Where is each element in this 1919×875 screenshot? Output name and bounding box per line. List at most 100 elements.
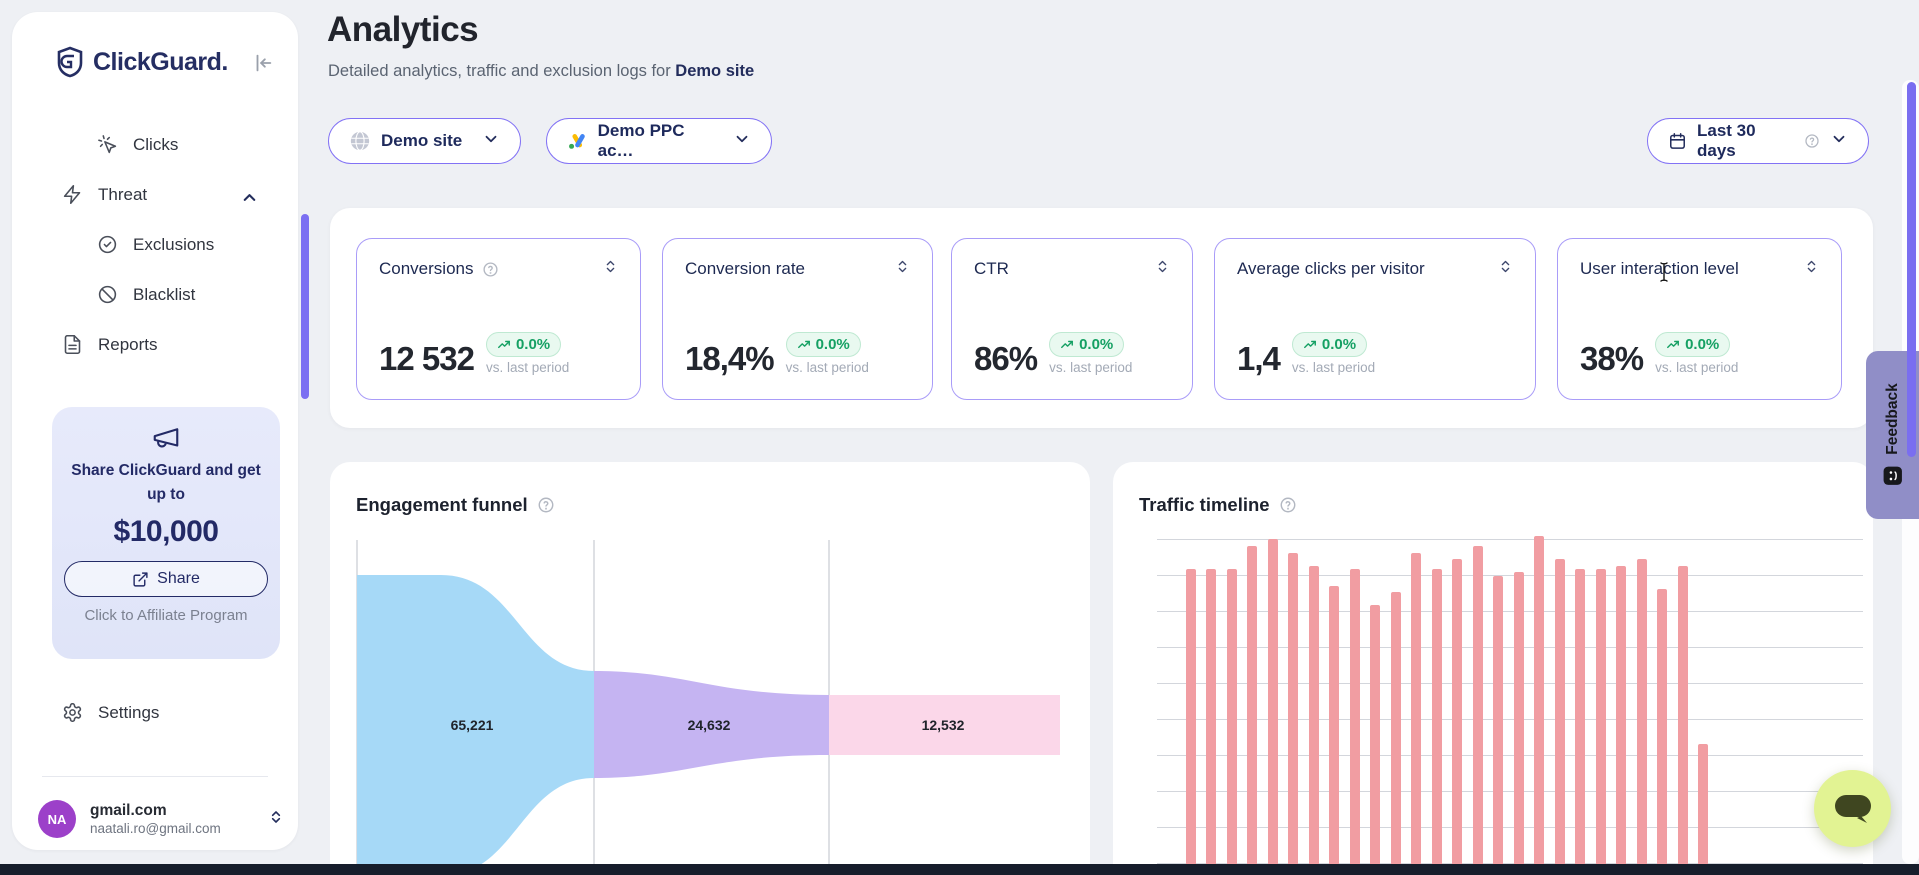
- account-switcher[interactable]: NA gmail.com naatali.ro@gmail.com: [38, 800, 284, 838]
- account-name: gmail.com: [90, 802, 167, 819]
- traffic-bar: [1247, 546, 1257, 875]
- kpi-delta: 0.0%: [1079, 336, 1114, 353]
- gridline: [1157, 683, 1863, 684]
- kpi-delta-badge: 0.0%: [785, 332, 861, 357]
- sidebar-scrollbar[interactable]: [301, 214, 309, 399]
- gridline: [1157, 647, 1863, 648]
- traffic-bar: [1370, 605, 1380, 875]
- traffic-bar: [1472, 546, 1483, 875]
- sidebar-item-blacklist[interactable]: Blacklist: [97, 284, 195, 305]
- sort-icon[interactable]: [895, 259, 910, 279]
- traffic-bar-chart: [1157, 530, 1863, 875]
- kpi-card-conversions: Conversions 12 532 0.0% vs. last period: [356, 238, 641, 400]
- sidebar-item-threat[interactable]: Threat: [62, 184, 147, 205]
- kpi-caption: vs. last period: [1291, 360, 1376, 375]
- globe-icon: [350, 131, 370, 151]
- document-icon: [64, 334, 81, 355]
- sort-icon[interactable]: [1804, 259, 1819, 279]
- sidebar-item-reports[interactable]: Reports: [62, 334, 158, 355]
- traffic-bar: [1636, 559, 1647, 875]
- gridline: [1157, 755, 1863, 756]
- shield-logo-icon: [57, 46, 83, 78]
- gridline: [1157, 611, 1863, 612]
- chevron-up-icon[interactable]: [240, 188, 259, 212]
- date-range-selector[interactable]: Last 30 days: [1647, 118, 1869, 164]
- kpi-label: Average clicks per visitor: [1237, 259, 1425, 278]
- sort-icon[interactable]: [603, 259, 618, 279]
- help-icon[interactable]: [1804, 133, 1820, 149]
- gridline: [1157, 575, 1863, 576]
- page-scrollbar-thumb[interactable]: [1907, 82, 1916, 457]
- badge-check-icon: [98, 235, 117, 254]
- funnel-stage-1: [357, 575, 594, 875]
- traffic-bar: [1431, 569, 1442, 875]
- trend-up-icon: [497, 340, 510, 348]
- calendar-icon: [1670, 132, 1685, 149]
- sidebar-item-label: Reports: [98, 334, 158, 354]
- chevron-down-icon: [733, 130, 751, 153]
- trend-up-icon: [1303, 340, 1316, 348]
- kpi-card-avg-clicks: Average clicks per visitor 1,4 0.0% vs. …: [1214, 238, 1536, 400]
- ppc-account-selector[interactable]: Demo PPC ac…: [546, 118, 772, 164]
- kpi-label: User interaction level: [1580, 259, 1739, 278]
- help-icon[interactable]: [537, 496, 555, 514]
- kpi-value: 18,4%: [685, 340, 775, 377]
- funnel-stage-2: [594, 671, 829, 778]
- site-selector[interactable]: Demo site: [328, 118, 521, 164]
- funnel-value-label: 24,632: [688, 717, 731, 733]
- traffic-bar: [1575, 569, 1585, 875]
- kpi-delta: 0.0%: [515, 336, 551, 353]
- traffic-bar: [1677, 565, 1688, 875]
- traffic-bar: [1698, 744, 1708, 875]
- chart-title: Traffic timeline: [1139, 494, 1270, 515]
- kpi-caption: vs. last period: [485, 360, 570, 375]
- sort-icon[interactable]: [1498, 259, 1513, 279]
- kpi-label: CTR: [974, 259, 1009, 278]
- kpi-value: 1,4: [1237, 340, 1281, 377]
- kpi-value: 12 532: [379, 340, 475, 377]
- traffic-timeline-card: Traffic timeline: [1113, 462, 1873, 875]
- kpi-delta: 0.0%: [815, 336, 850, 353]
- kpi-delta-badge: 0.0%: [1291, 332, 1368, 357]
- help-icon[interactable]: [482, 261, 499, 278]
- chevron-down-icon: [1830, 130, 1848, 153]
- gridline: [1157, 827, 1863, 828]
- external-link-icon: [133, 571, 148, 587]
- kpi-delta-badge: 0.0%: [1049, 332, 1125, 357]
- gridline: [1157, 719, 1863, 720]
- traffic-bar: [1349, 569, 1360, 875]
- sidebar-item-settings[interactable]: Settings: [62, 702, 159, 723]
- help-icon[interactable]: [1279, 496, 1297, 514]
- share-button[interactable]: Share: [64, 561, 268, 598]
- sidebar-collapse-icon[interactable]: [252, 52, 274, 79]
- ban-icon: [98, 285, 117, 304]
- kpi-value: 86%: [974, 340, 1038, 377]
- account-email: naatali.ro@gmail.com: [90, 821, 221, 836]
- traffic-bar: [1226, 569, 1237, 875]
- sidebar: ClickGuard. Clicks Threat Exclusions Bla…: [12, 12, 309, 850]
- traffic-bar: [1308, 565, 1319, 875]
- funnel-value-label: 12,532: [922, 717, 965, 733]
- sidebar-item-exclusions[interactable]: Exclusions: [97, 234, 214, 255]
- traffic-bar: [1390, 592, 1401, 875]
- ppc-account-value: Demo PPC ac…: [597, 121, 685, 160]
- traffic-bar: [1554, 559, 1565, 875]
- traffic-bar: [1206, 569, 1216, 875]
- trend-up-icon: [1667, 340, 1680, 348]
- feedback-smiley-icon: [1883, 466, 1902, 485]
- subtitle-text: Detailed analytics, traffic and exclusio…: [328, 62, 676, 80]
- traffic-bar: [1411, 552, 1421, 875]
- chat-widget-button[interactable]: [1814, 770, 1891, 847]
- kpi-delta: 0.0%: [1321, 336, 1357, 353]
- trend-up-icon: [1061, 340, 1074, 348]
- kpi-delta: 0.0%: [1685, 336, 1720, 353]
- clickguard-logo[interactable]: ClickGuard.: [56, 46, 228, 78]
- sort-icon[interactable]: [1155, 259, 1170, 279]
- share-button-label: Share: [157, 570, 200, 588]
- cursor-click-icon: [98, 135, 117, 154]
- traffic-bar: [1185, 569, 1196, 875]
- affiliate-promo-card[interactable]: Share ClickGuard and get up to $10,000 S…: [52, 407, 280, 659]
- kpi-card-interaction-level: User interaction level 38% 0.0% vs. last…: [1557, 238, 1842, 400]
- gridline: [1157, 791, 1863, 792]
- sidebar-item-clicks[interactable]: Clicks: [97, 134, 178, 155]
